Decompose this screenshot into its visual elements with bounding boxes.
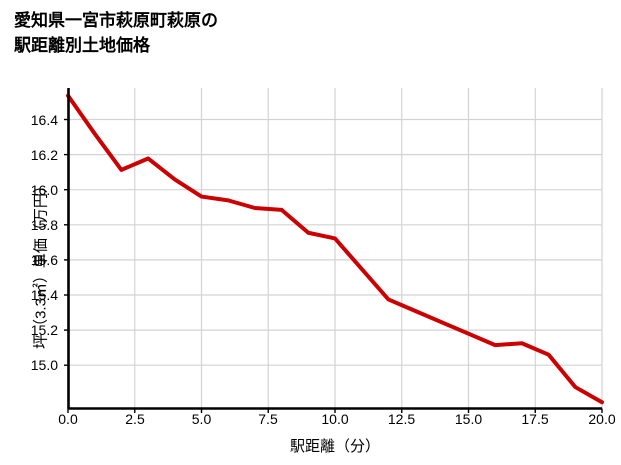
y-tick-label: 16.4 [30,112,58,128]
x-tick-label: 20.0 [588,411,616,427]
y-axis-label: 坪（3.3㎡）単価（万円） [32,178,50,349]
y-tick-label: 16.0 [30,182,58,198]
y-tick-label: 15.2 [30,322,58,338]
data-series-line [66,93,604,405]
x-tick-label: 0.0 [58,411,78,427]
x-axis-label: 駅距離（分） [289,438,380,455]
x-tick-label: 2.5 [125,411,145,427]
x-tick-label: 7.5 [258,411,278,427]
x-tick-label: 10.0 [321,411,349,427]
y-tick-label: 15.6 [30,252,58,268]
x-tick-label: 17.5 [521,411,549,427]
x-tick-label: 12.5 [387,411,416,427]
x-tick-marks [67,408,603,413]
y-tick-marks [64,118,69,366]
y-tick-label: 15.0 [30,357,58,373]
y-tick-label: 15.8 [30,217,58,233]
y-tick-label: 15.4 [30,287,58,303]
chart-title: 愛知県一宮市萩原町萩原の 駅距離別土地価格 [14,11,218,55]
x-tick-label: 15.0 [454,411,483,427]
y-tick-label: 16.2 [30,147,58,163]
x-tick-label: 5.0 [191,411,212,427]
